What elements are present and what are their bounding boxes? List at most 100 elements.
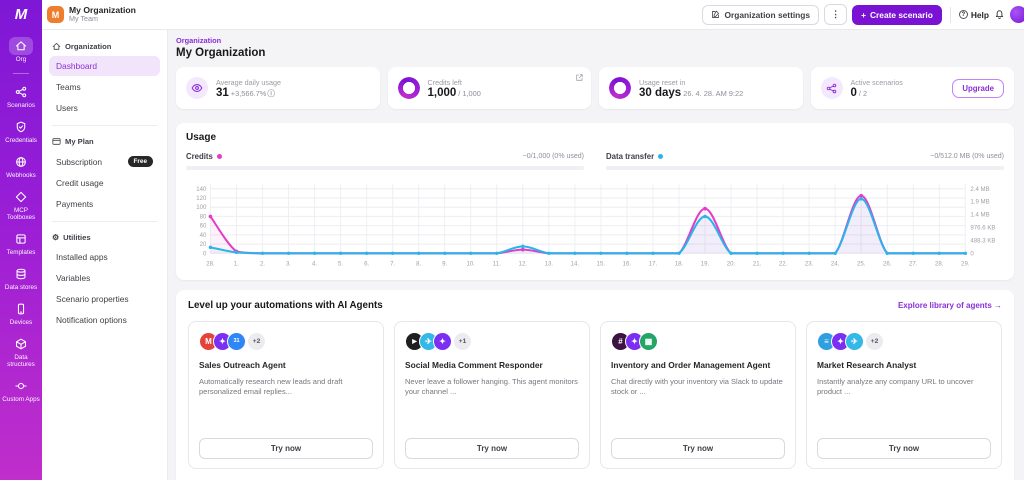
sidebar-item-credentials[interactable]: Credentials: [0, 118, 42, 144]
try-now-button[interactable]: Try now: [611, 437, 785, 459]
primary-sidebar: M Org Scenarios Credentials Webhooks MCP…: [0, 0, 42, 480]
svg-text:19.: 19.: [701, 261, 710, 268]
plus-icon: +: [861, 9, 866, 20]
svg-text:15.: 15.: [597, 261, 606, 268]
question-icon: ?: [958, 10, 968, 19]
sidebar-item-custom-apps[interactable]: Custom Apps: [0, 377, 42, 403]
svg-text:3.: 3.: [286, 261, 291, 268]
svg-text:9.: 9.: [442, 261, 447, 268]
make-logo[interactable]: M: [14, 6, 28, 23]
svg-text:14.: 14.: [571, 261, 580, 268]
agent-card-sales-outreach: M ✦ 31 +2 Sales Outreach Agent Automatic…: [188, 320, 384, 469]
svg-text:20.: 20.: [727, 261, 736, 268]
svg-text:22.: 22.: [779, 261, 788, 268]
notifications-bell-button[interactable]: [994, 9, 1005, 20]
upgrade-button[interactable]: Upgrade: [952, 78, 1004, 98]
subnav-item-dashboard[interactable]: Dashboard: [49, 56, 160, 76]
svg-text:1.9 MB: 1.9 MB: [970, 199, 989, 206]
org-name: My Organization: [69, 5, 136, 15]
secondary-sidebar: Organization Dashboard Teams Users My Pl…: [42, 30, 168, 480]
sidebar-item-devices[interactable]: Devices: [0, 300, 42, 326]
explore-agents-link[interactable]: Explore library of agents →: [897, 300, 1002, 310]
org-switcher[interactable]: M My Organization My Team: [47, 6, 136, 23]
sidebar-item-templates[interactable]: Templates: [0, 230, 42, 256]
org-avatar: M: [47, 6, 64, 23]
subnav-item-teams[interactable]: Teams: [56, 82, 81, 92]
try-now-button[interactable]: Try now: [405, 437, 579, 459]
database-icon: [9, 265, 33, 283]
subnav-item-installed-apps[interactable]: Installed apps: [56, 252, 108, 262]
page-title: My Organization: [176, 47, 266, 59]
free-plan-badge: Free: [127, 156, 153, 167]
more-apps-badge: +1: [454, 332, 471, 350]
subnav-item-subscription[interactable]: Subscription Free: [49, 151, 160, 172]
telegram-icon: ✈: [845, 331, 864, 351]
subnav-item-payments[interactable]: Payments: [56, 199, 94, 209]
circle-node-icon: [9, 377, 33, 395]
svg-text:12.: 12.: [519, 261, 528, 268]
subnav-item-users[interactable]: Users: [56, 103, 78, 113]
svg-text:28.: 28.: [206, 261, 215, 268]
agents-heading: Level up your automations with AI Agents: [188, 299, 383, 311]
create-scenario-button[interactable]: + Create scenario: [852, 4, 942, 25]
gear-icon: ⚙: [52, 232, 60, 242]
more-apps-badge: +2: [866, 332, 883, 350]
make-ai-icon: ✦: [433, 331, 452, 351]
data-transfer-dot: [658, 154, 664, 159]
user-avatar[interactable]: [1010, 6, 1024, 23]
more-options-button[interactable]: ⋮: [824, 4, 848, 25]
svg-text:40: 40: [200, 232, 207, 239]
svg-text:4.: 4.: [312, 261, 317, 268]
stat-card-usage-reset: Usage reset in 30 days 26. 4. 28. AM 9:22: [599, 67, 803, 109]
svg-text:0: 0: [970, 250, 974, 257]
try-now-button[interactable]: Try now: [817, 437, 991, 459]
subnav-divider: [52, 221, 157, 222]
svg-text:10.: 10.: [467, 261, 476, 268]
svg-text:17.: 17.: [649, 261, 658, 268]
svg-text:488.3 KB: 488.3 KB: [970, 237, 995, 244]
usage-section: Usage Credits ~0/1,000 (0% used): [176, 123, 1014, 280]
svg-text:100: 100: [196, 204, 207, 211]
sidebar-item-scenarios[interactable]: Scenarios: [0, 83, 42, 109]
svg-text:27.: 27.: [909, 261, 918, 268]
share-nodes-icon: [9, 83, 33, 101]
stat-card-active-scenarios: Active scenarios 0/ 2 Upgrade: [810, 67, 1014, 109]
cube-icon: [9, 335, 33, 353]
sidebar-item-org[interactable]: Org: [0, 37, 42, 63]
org-settings-button[interactable]: Organization settings: [702, 4, 820, 25]
svg-text:2.: 2.: [260, 261, 265, 268]
usage-chart-container: 0 20 40 60 80 100 120 140 0 488.3 KB 976.6 KB 1.4 M…: [186, 176, 1004, 278]
usage-title: Usage: [186, 132, 217, 143]
breadcrumb[interactable]: Organization: [176, 36, 222, 45]
subnav-item-variables[interactable]: Variables: [56, 273, 91, 283]
svg-text:1.: 1.: [234, 261, 239, 268]
sidebar-item-webhooks[interactable]: Webhooks: [0, 153, 42, 179]
help-button[interactable]: ? Help: [958, 10, 989, 20]
home-icon: [9, 37, 33, 55]
svg-text:20: 20: [200, 241, 207, 248]
stat-cards-row: Average daily usage 31 +3,566.7%ⓘ Credits…: [176, 67, 1014, 109]
svg-text:29.: 29.: [961, 261, 970, 268]
topbar: M My Organization My Team Organization s…: [42, 0, 1024, 30]
agent-card-market-research: ≡ ✦ ✈ +2 Market Research Analyst Instant…: [806, 320, 1002, 469]
edit-icon: [712, 10, 720, 18]
sidebar-item-mcp-toolboxes[interactable]: MCP Toolboxes: [0, 188, 42, 221]
subnav-item-credit-usage[interactable]: Credit usage: [56, 178, 104, 188]
info-icon[interactable]: ⓘ: [267, 88, 275, 98]
subnav-item-notification-options[interactable]: Notification options: [56, 315, 127, 325]
svg-text:1.4 MB: 1.4 MB: [970, 212, 989, 219]
svg-text:16.: 16.: [623, 261, 632, 268]
svg-text:7.: 7.: [390, 261, 395, 268]
usage-chart: 0 20 40 60 80 100 120 140 0 488.3 KB 976.6 KB 1.4 M…: [196, 184, 995, 268]
svg-text:5.: 5.: [338, 261, 343, 268]
org-section-header: Organization: [49, 38, 160, 55]
external-link-icon[interactable]: [575, 73, 584, 82]
sidebar-item-data-stores[interactable]: Data stores: [0, 265, 42, 291]
try-now-button[interactable]: Try now: [199, 437, 373, 459]
sidebar-item-data-structures[interactable]: Data structures: [0, 335, 42, 368]
home-icon: [52, 43, 61, 50]
utilities-section-header: ⚙ Utilities: [52, 232, 91, 242]
svg-text:24.: 24.: [831, 261, 840, 268]
svg-text:13.: 13.: [545, 261, 554, 268]
subnav-item-scenario-properties[interactable]: Scenario properties: [56, 294, 129, 304]
